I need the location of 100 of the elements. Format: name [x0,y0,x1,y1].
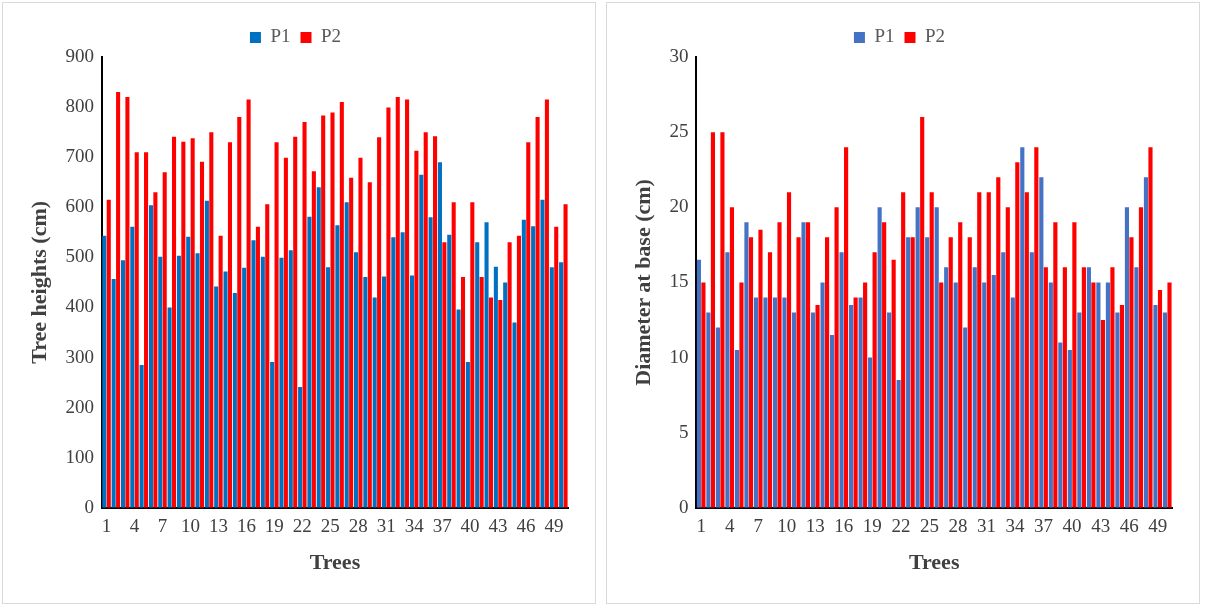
bar [1001,252,1006,508]
bar [214,286,219,508]
bar [531,226,536,508]
bar [1015,162,1020,508]
bar [872,252,877,508]
y-tick-label: 0 [678,495,689,517]
x-tick-label: 10 [777,515,797,537]
x-tick-label: 7 [157,515,168,537]
bar [1157,289,1163,508]
bar [186,236,191,508]
bar [1043,267,1048,508]
bar [144,152,149,508]
legend-label: P2 [925,25,946,47]
bar [232,292,237,508]
y-tick-label: 400 [65,295,94,317]
bar [1148,147,1153,508]
bar [171,136,177,508]
bar [1024,192,1029,508]
bar [204,200,209,508]
y-axis-title: Diameter at base (cm) [629,179,655,386]
x-tick-label: 19 [862,515,882,537]
bar [339,102,344,508]
bar [1053,222,1058,508]
bar [549,267,554,508]
bar [223,271,228,508]
x-tick-label: 22 [891,515,911,537]
bar [358,157,363,508]
bar [363,276,368,508]
bar [349,177,354,508]
x-tick-label: 10 [180,515,200,537]
bar [526,142,531,508]
bar [1119,304,1125,508]
bar [106,199,111,508]
x-tick-label: 1 [101,515,112,537]
bar [877,207,882,508]
bar [465,362,470,508]
x-axis-title: Trees [908,549,960,575]
bar [516,235,521,508]
y-tick-label: 100 [65,445,94,467]
bar [782,297,787,508]
bar [288,250,293,508]
bar [1034,147,1039,508]
bar [563,204,568,508]
bar [1081,267,1086,508]
bar [915,207,920,508]
bar [786,192,792,508]
bar [316,187,321,508]
y-tick-label: 500 [65,245,94,267]
bar [153,192,158,508]
x-tick-label: 31 [977,515,997,537]
bar [433,136,438,508]
bar [963,327,968,508]
bar [498,299,503,508]
bar [901,192,906,508]
x-tick-label: 13 [805,515,825,537]
bar [176,255,181,508]
y-tick-label: 700 [65,145,94,167]
bar [559,262,564,508]
x-tick-label: 49 [544,515,564,537]
bar [488,297,494,508]
bar [1048,282,1053,508]
bar [925,237,930,508]
bar [158,256,163,508]
bar [944,267,949,508]
x-tick-label: 49 [1148,515,1168,537]
bar [1124,207,1130,508]
bar [237,117,242,508]
x-tick-label: 4 [724,515,735,537]
x-tick-label: 37 [432,515,452,537]
bar [839,252,844,508]
bar [910,237,915,508]
bar [758,229,763,508]
bar [111,278,116,508]
bar [395,97,400,508]
bar [544,99,549,508]
bar [400,232,405,508]
bar [991,274,996,508]
y-tick-label: 25 [669,120,689,142]
bar [116,92,121,508]
bar [1105,282,1110,508]
x-tick-label: 25 [320,515,340,537]
bar [162,172,167,508]
bar [246,99,251,508]
bar [810,312,816,508]
bar [503,282,508,508]
bar [868,357,873,508]
bar [772,297,778,508]
x-tick-label: 40 [460,515,480,537]
bar [428,217,433,508]
bar [521,219,526,508]
bar [958,222,963,508]
bar [279,257,284,508]
bar [1039,177,1044,508]
bar [849,304,854,508]
bar [479,276,484,508]
bar [887,312,892,508]
bar [540,199,545,508]
bar [447,234,452,508]
y-tick-label: 5 [678,420,689,442]
bar [302,122,307,508]
